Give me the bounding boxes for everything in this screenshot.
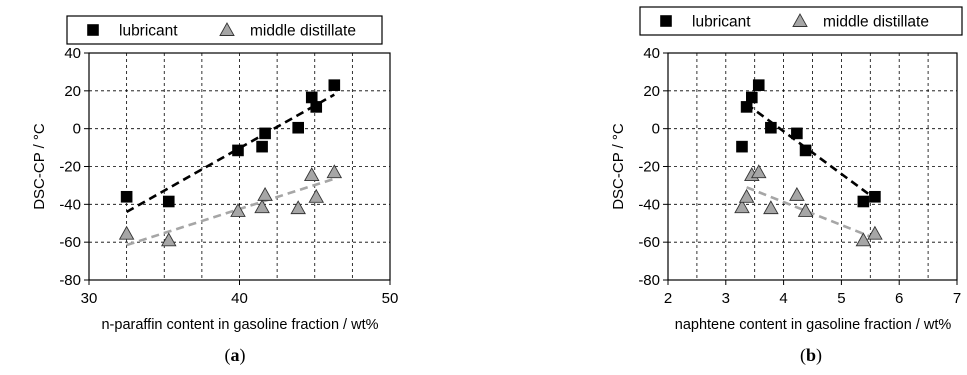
data-point-lubricant — [857, 195, 870, 208]
legend-marker-middle-distillate — [792, 13, 808, 27]
data-point-lubricant — [120, 190, 133, 203]
data-point-middle-distillate — [257, 186, 273, 201]
data-point-lubricant — [259, 127, 271, 140]
data-point-lubricant — [162, 195, 175, 208]
x-tick-label: 2 — [664, 290, 672, 307]
y-tick-label: -80 — [59, 272, 81, 289]
data-point-middle-distillate — [303, 167, 320, 181]
x-tick-label: 6 — [895, 290, 903, 307]
panel-caption: (a) — [225, 345, 246, 366]
y-tick-label: -40 — [59, 196, 81, 213]
y-tick-label: -20 — [638, 159, 660, 176]
data-point-lubricant — [292, 121, 304, 134]
data-point-middle-distillate — [734, 199, 750, 214]
legend-box — [66, 15, 383, 45]
x-tick-label: 40 — [231, 290, 248, 307]
panel-a: -80 -60 -40 -20 0 20 40 30 40 50n-paraffin conten… — [31, 15, 399, 366]
panel-caption-letter: b — [806, 345, 816, 365]
y-tick-label: 40 — [64, 45, 81, 62]
legend-label-lubricant: lubricant — [692, 14, 751, 31]
y-tick-label: -60 — [638, 234, 660, 251]
x-tick-label: 7 — [953, 290, 961, 307]
data-point-middle-distillate — [750, 164, 767, 179]
legend-label-lubricant: lubricant — [119, 23, 178, 40]
y-tick-label: 20 — [64, 83, 81, 100]
data-point-middle-distillate — [118, 225, 135, 240]
data-point-middle-distillate — [160, 232, 177, 247]
data-point-middle-distillate — [855, 232, 872, 247]
data-point-middle-distillate — [254, 199, 270, 214]
legend-marker-lubricant — [87, 24, 99, 36]
y-axis-label: DSC-CP / °C — [610, 123, 627, 210]
data-point-lubricant — [328, 79, 341, 91]
x-tick-label: 3 — [722, 290, 730, 307]
panel-caption-letter: a — [231, 345, 240, 365]
y-tick-label: 40 — [643, 45, 660, 62]
x-axis-label: naphtene content in gasoline fraction / … — [675, 317, 952, 333]
y-tick-label: -80 — [638, 272, 660, 289]
data-point-middle-distillate — [789, 186, 805, 201]
data-point-middle-distillate — [308, 188, 325, 203]
data-point-lubricant — [256, 140, 268, 153]
data-point-lubricant — [310, 101, 323, 113]
x-tick-label: 4 — [779, 290, 787, 307]
trend-line-middle-distillate — [126, 177, 335, 247]
x-tick-label: 50 — [382, 290, 399, 307]
legend-marker-lubricant — [660, 15, 672, 27]
data-point-lubricant — [799, 144, 812, 157]
y-tick-label: -60 — [59, 234, 81, 251]
panel-caption: (b) — [800, 345, 822, 366]
data-point-middle-distillate — [867, 225, 883, 240]
data-point-middle-distillate — [797, 203, 814, 217]
legend-label-middle-distillate: middle distillate — [823, 14, 929, 31]
x-tick-label: 30 — [81, 290, 98, 307]
data-point-lubricant — [746, 91, 758, 104]
y-tick-label: 0 — [652, 121, 660, 138]
data-point-middle-distillate — [290, 200, 306, 215]
data-point-middle-distillate — [326, 164, 343, 179]
y-axis-label: DSC-CP / °C — [31, 123, 48, 210]
data-point-lubricant — [869, 190, 881, 203]
trend-line-lubricant — [125, 93, 335, 214]
y-tick-label: 20 — [643, 83, 660, 100]
data-point-lubricant — [232, 144, 244, 157]
x-axis-label: n-paraffin content in gasoline fraction … — [101, 317, 378, 333]
data-point-lubricant — [791, 127, 803, 140]
data-point-middle-distillate — [738, 188, 755, 203]
legend-label-middle-distillate: middle distillate — [250, 23, 356, 40]
x-tick-label: 5 — [837, 290, 845, 307]
data-point-lubricant — [752, 79, 765, 91]
legend-marker-middle-distillate — [219, 22, 235, 36]
data-point-middle-distillate — [763, 200, 779, 215]
data-point-lubricant — [736, 140, 748, 153]
y-tick-label: 0 — [73, 121, 81, 138]
y-tick-label: -40 — [638, 196, 660, 213]
data-point-lubricant — [765, 121, 777, 134]
data-point-middle-distillate — [230, 203, 246, 217]
y-tick-label: -20 — [59, 159, 81, 176]
